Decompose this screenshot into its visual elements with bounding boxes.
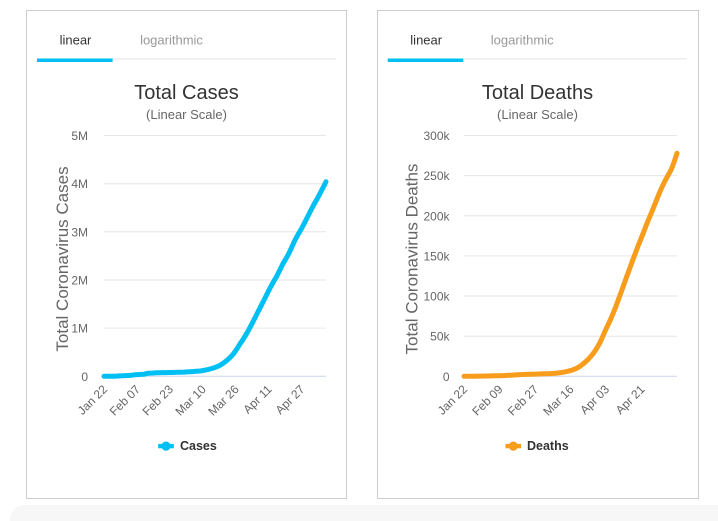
svg-text:Total Coronavirus Deaths: Total Coronavirus Deaths	[403, 164, 422, 355]
svg-text:Apr 27: Apr 27	[273, 382, 308, 417]
svg-text:Jan 22: Jan 22	[435, 382, 471, 418]
svg-text:50k: 50k	[430, 330, 450, 344]
svg-text:Mar 26: Mar 26	[205, 382, 242, 419]
svg-text:Feb 23: Feb 23	[140, 382, 177, 419]
svg-text:0: 0	[81, 370, 88, 384]
svg-text:linear: linear	[60, 33, 92, 48]
svg-text:Total Deaths: Total Deaths	[482, 82, 593, 104]
svg-text:Total Coronavirus Cases: Total Coronavirus Cases	[53, 166, 72, 351]
svg-text:Feb 07: Feb 07	[107, 382, 144, 419]
svg-text:Feb 09: Feb 09	[469, 382, 506, 419]
svg-text:1M: 1M	[71, 322, 88, 336]
svg-text:Jan 22: Jan 22	[75, 382, 111, 418]
svg-text:Apr 03: Apr 03	[577, 382, 612, 417]
svg-text:300k: 300k	[423, 129, 450, 143]
svg-text:Feb 27: Feb 27	[505, 382, 542, 419]
svg-text:Deaths: Deaths	[527, 439, 569, 453]
svg-text:Apr 11: Apr 11	[240, 382, 275, 417]
svg-text:100k: 100k	[423, 290, 450, 304]
svg-text:0: 0	[443, 370, 450, 384]
svg-text:200k: 200k	[423, 209, 450, 223]
svg-text:logarithmic: logarithmic	[140, 33, 203, 48]
svg-text:4M: 4M	[71, 177, 88, 191]
svg-text:Mar 10: Mar 10	[173, 382, 210, 419]
svg-text:logarithmic: logarithmic	[491, 33, 554, 48]
svg-text:150k: 150k	[423, 249, 450, 263]
svg-text:2M: 2M	[71, 273, 88, 287]
svg-text:3M: 3M	[71, 225, 88, 239]
svg-text:(Linear Scale): (Linear Scale)	[146, 107, 227, 122]
svg-text:5M: 5M	[71, 129, 88, 143]
svg-text:Total Cases: Total Cases	[134, 82, 239, 104]
svg-text:Cases: Cases	[180, 439, 217, 453]
svg-text:250k: 250k	[423, 169, 450, 183]
svg-text:(Linear Scale): (Linear Scale)	[497, 107, 578, 122]
svg-text:linear: linear	[410, 33, 442, 48]
svg-text:Apr 21: Apr 21	[613, 382, 648, 417]
svg-text:Mar 16: Mar 16	[540, 382, 577, 419]
